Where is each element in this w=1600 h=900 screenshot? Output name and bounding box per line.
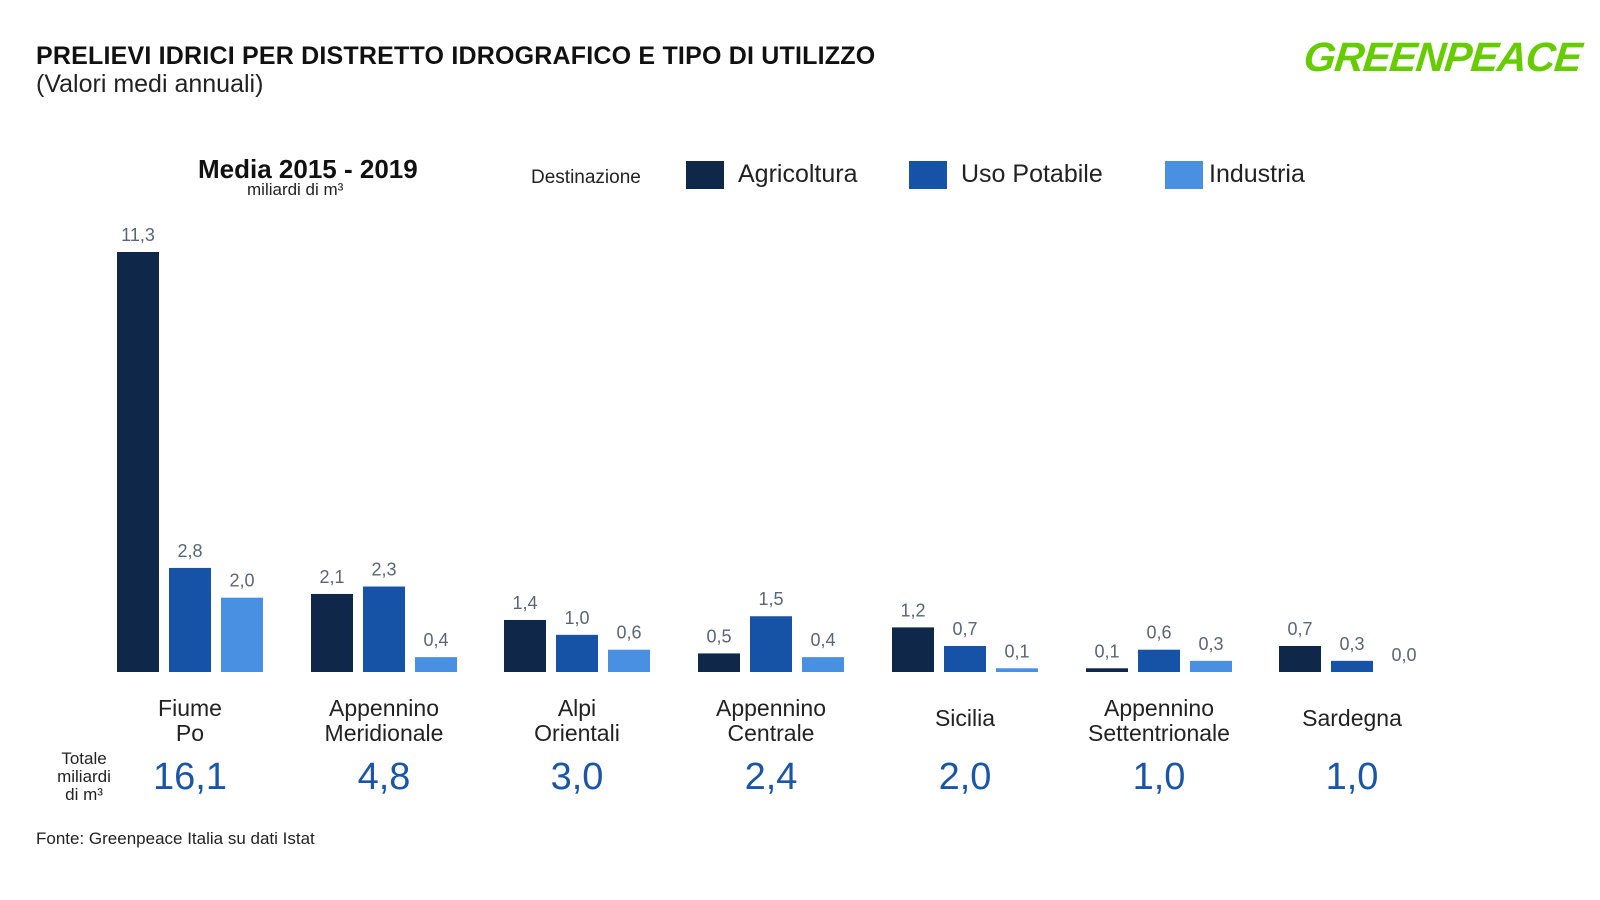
bar-value-label: 0,0: [1391, 645, 1416, 665]
bar-value-label: 1,2: [900, 600, 925, 620]
legend-item-industria: Industria: [1165, 160, 1305, 189]
total-label-line: di m³: [65, 785, 103, 804]
bar: [1138, 649, 1180, 672]
bar: [504, 619, 546, 672]
bar: [415, 657, 457, 672]
total-label-line: Totale: [61, 749, 107, 768]
bar-value-label: 1,0: [564, 608, 589, 628]
bar-value-label: 11,3: [121, 225, 155, 245]
bar: [1086, 668, 1128, 672]
total-value: 1,0: [1325, 756, 1379, 798]
category-label: Alpi Orientali: [467, 696, 687, 746]
category-label: Appennino Centrale: [661, 696, 881, 746]
category-label: Sicilia: [855, 706, 1075, 731]
bar: [802, 657, 844, 672]
bar-value-label: 2,1: [319, 567, 344, 587]
bar: [117, 252, 159, 672]
bar-value-label: 0,4: [423, 630, 448, 650]
bar: [363, 586, 405, 672]
chart-subtitle: (Valori medi annuali): [36, 70, 264, 98]
category-label-line: Appennino: [716, 695, 826, 721]
bar: [221, 597, 263, 672]
category-label: Sardegna: [1242, 706, 1462, 731]
bar-value-label: 1,4: [512, 593, 537, 613]
bar-value-label: 0,3: [1198, 634, 1223, 654]
bar: [1279, 645, 1321, 672]
legend-item-agricoltura: Agricoltura: [686, 160, 858, 189]
total-value: 3,0: [550, 756, 604, 798]
legend-title: Destinazione: [531, 167, 641, 188]
bar-value-label: 2,3: [371, 560, 396, 580]
category-label: Appennino Settentrionale: [1049, 696, 1269, 746]
category-label-line: Orientali: [534, 720, 620, 746]
bar: [996, 668, 1038, 672]
bar-value-label: 2,8: [177, 541, 202, 561]
category-label-line: Po: [175, 720, 205, 746]
bar-value-label: 0,7: [952, 619, 977, 639]
category-label-line: Centrale: [727, 720, 815, 746]
total-value: 16,1: [153, 756, 227, 798]
source-note: Fonte: Greenpeace Italia su dati Istat: [36, 829, 315, 848]
bar: [608, 649, 650, 672]
total-value: 2,0: [938, 756, 992, 798]
bar-value-label: 0,6: [616, 623, 641, 643]
bar: [698, 653, 740, 672]
bar-value-label: 0,5: [706, 626, 731, 646]
legend-label-agricoltura: Agricoltura: [738, 160, 858, 188]
total-value: 2,4: [744, 756, 798, 798]
bar-value-label: 0,4: [810, 630, 835, 650]
total-value: 1,0: [1132, 756, 1186, 798]
total-label: Totale miliardi di m³: [42, 750, 126, 804]
bar-value-label: 0,7: [1287, 619, 1312, 639]
bar-value-label: 1,5: [758, 589, 783, 609]
legend-item-uso-potabile: Uso Potabile: [909, 160, 1103, 189]
chart-title: PRELIEVI IDRICI PER DISTRETTO IDROGRAFIC…: [36, 42, 876, 70]
bar: [892, 627, 934, 672]
category-label-line: Fiume: [158, 695, 222, 721]
bar-value-label: 2,0: [229, 571, 254, 591]
bar: [1190, 660, 1232, 672]
bar-value-label: 0,1: [1094, 641, 1119, 661]
legend-swatch-uso-potabile: [909, 160, 947, 189]
total-label-line: miliardi: [57, 767, 111, 786]
bar: [556, 634, 598, 672]
total-value: 4,8: [357, 756, 411, 798]
bar: [750, 616, 792, 672]
legend-swatch-industria: [1165, 160, 1203, 189]
bar: [1331, 660, 1373, 672]
bar: [311, 593, 353, 672]
bar: [944, 645, 986, 672]
category-label: Appennino Meridionale: [274, 696, 494, 746]
category-label-line: Sicilia: [934, 705, 996, 731]
category-label: Fiume Po: [80, 696, 300, 746]
category-label-line: Sardegna: [1302, 705, 1402, 731]
bar: [169, 567, 211, 672]
period-label: Media 2015 - 2019: [198, 154, 418, 184]
bar-value-label: 0,6: [1146, 623, 1171, 643]
category-label-line: Alpi: [557, 695, 597, 721]
category-label-line: Settentrionale: [1088, 720, 1230, 746]
bar-value-label: 0,1: [1004, 641, 1029, 661]
bar-value-label: 0,3: [1339, 634, 1364, 654]
category-label-line: Appennino: [329, 695, 439, 721]
category-label-line: Meridionale: [324, 720, 444, 746]
category-label-line: Appennino: [1104, 695, 1214, 721]
unit-label: miliardi di m³: [247, 180, 344, 199]
legend-swatch-agricoltura: [686, 160, 724, 189]
legend-label-industria: Industria: [1209, 160, 1305, 188]
legend-label-uso-potabile: Uso Potabile: [961, 160, 1103, 188]
